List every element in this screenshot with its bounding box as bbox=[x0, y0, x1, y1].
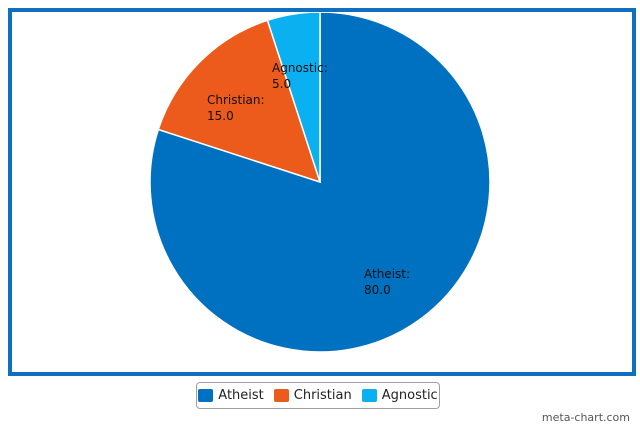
legend-label-atheist: Atheist bbox=[218, 388, 264, 403]
legend: Atheist Christian Agnostic bbox=[196, 382, 440, 409]
pie-slice-agnostic[interactable] bbox=[266, 12, 321, 183]
legend-swatch-christian bbox=[273, 389, 289, 402]
pie-slice-atheist[interactable] bbox=[149, 12, 491, 353]
chart-frame: Atheist: 80.0 Christian: 15.0 Agnostic: 5.0 bbox=[8, 8, 636, 376]
legend-swatch-atheist bbox=[198, 389, 214, 402]
pie-chart: Atheist: 80.0 Christian: 15.0 Agnostic: 5.0 bbox=[149, 12, 491, 353]
slice-label-name-atheist: Atheist: bbox=[364, 267, 410, 281]
slice-label-name-christian: Christian: bbox=[207, 93, 265, 107]
legend-label-agnostic: Agnostic bbox=[381, 388, 438, 403]
legend-item-atheist[interactable]: Atheist bbox=[198, 388, 264, 403]
slice-label-value-christian: 15.0 bbox=[207, 109, 234, 123]
legend-swatch-agnostic bbox=[361, 389, 377, 402]
legend-item-christian[interactable]: Christian bbox=[273, 388, 352, 403]
slice-label-value-atheist: 80.0 bbox=[364, 283, 391, 297]
legend-label-christian: Christian bbox=[293, 388, 352, 403]
slice-label-name-agnostic: Agnostic: bbox=[272, 61, 328, 75]
pie-slice-christian[interactable] bbox=[157, 19, 322, 184]
legend-item-agnostic[interactable]: Agnostic bbox=[361, 388, 438, 403]
slice-label-value-agnostic: 5.0 bbox=[272, 77, 291, 91]
watermark: meta-chart.com bbox=[541, 411, 630, 424]
